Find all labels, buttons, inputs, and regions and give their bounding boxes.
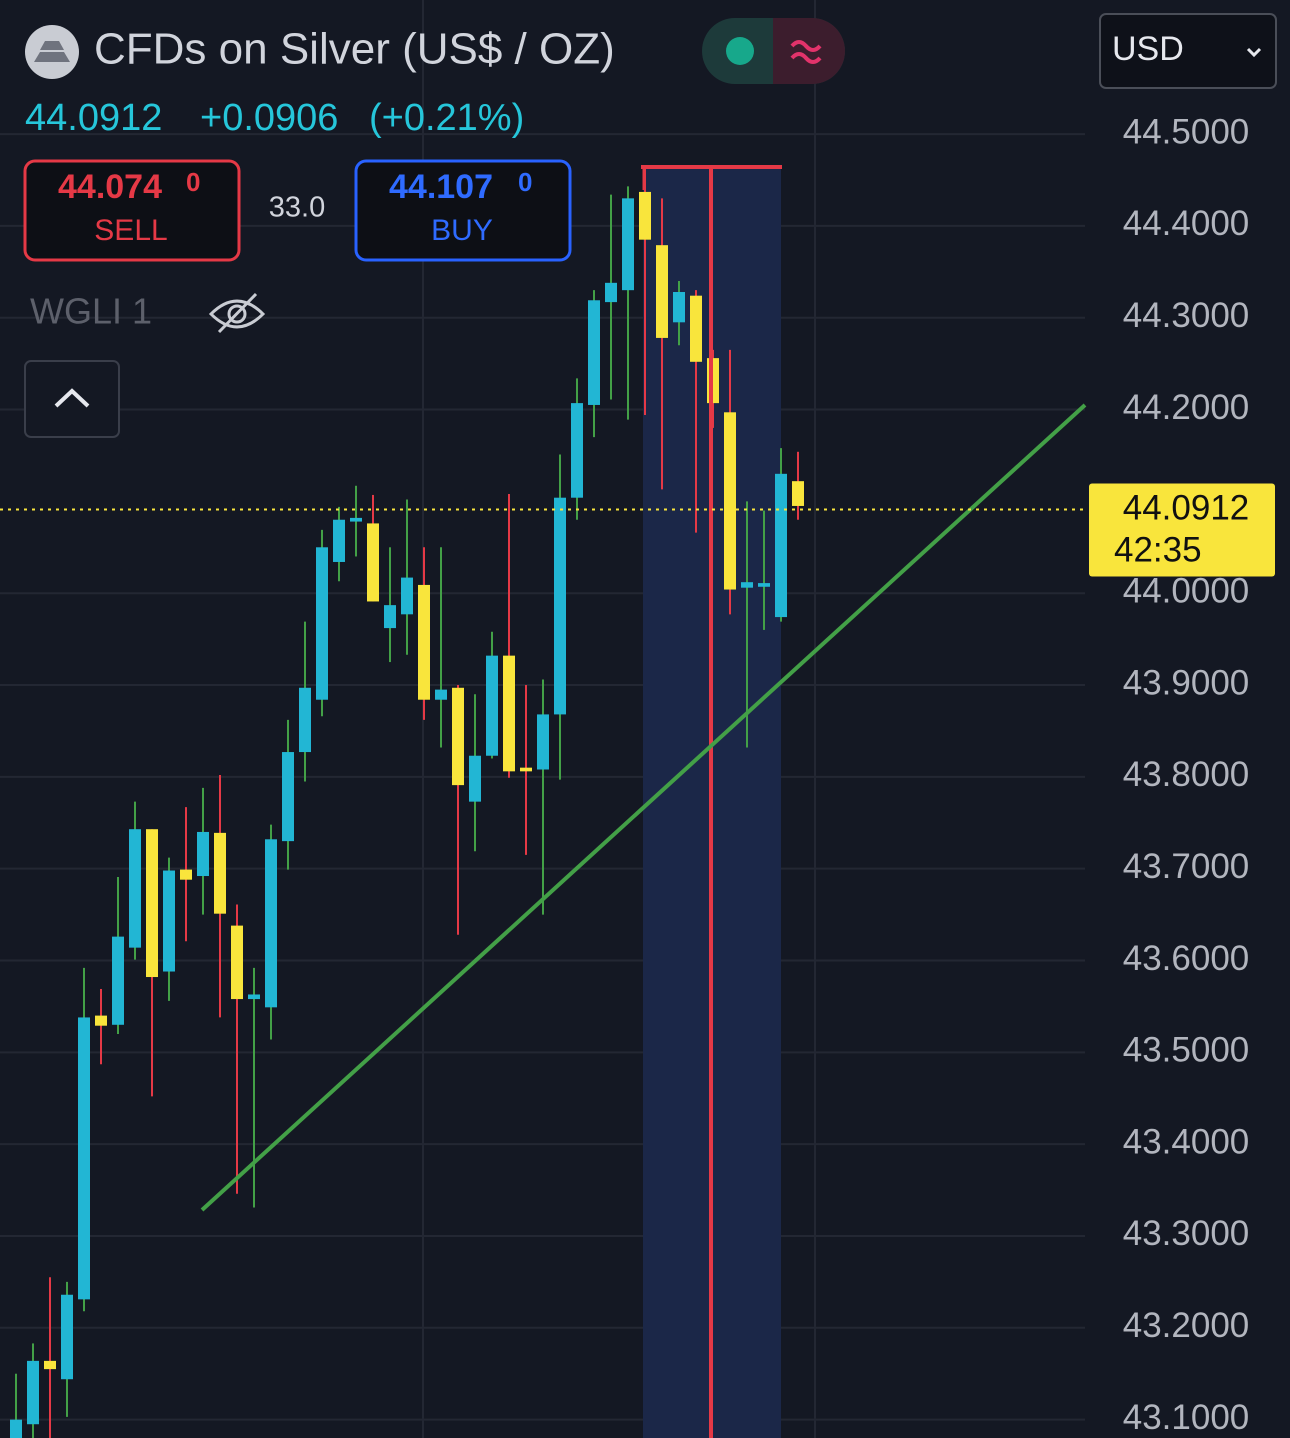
candle-body [690,295,702,362]
change: +0.0906 [200,97,338,139]
currency-label: USD [1112,30,1184,68]
candle-body [299,687,311,753]
candle-body [27,1360,39,1425]
symbol-title: CFDs on Silver (US$ / OZ) [94,25,615,74]
hide-icon[interactable] [208,292,266,334]
chevron [1246,47,1262,58]
candle-body [129,829,141,948]
candle-body [792,481,804,506]
candle-body [503,655,515,772]
y-tick-label: 44.0000 [1123,571,1250,610]
y-tick-label: 43.2000 [1123,1306,1250,1345]
y-tick-label: 43.6000 [1123,939,1250,978]
y-tick-label: 43.4000 [1123,1122,1250,1161]
candle-body [452,687,464,786]
candle-body [469,755,481,802]
sell-price: 44.074 [58,168,162,206]
data-icon [790,40,822,64]
candle-body [639,191,651,240]
y-tick-label: 43.1000 [1123,1398,1250,1437]
last-price-label: 44.0912 [1123,489,1250,528]
candle-body [486,655,498,756]
candle-body [78,1017,90,1300]
candle-body [333,519,345,562]
change-pct: (+0.21%) [369,97,524,139]
candle-body [622,198,634,291]
y-tick-label: 44.3000 [1123,296,1250,335]
buy-price: 44.107 [389,168,493,206]
currency-select[interactable] [1099,13,1277,89]
candle-body [435,689,447,700]
y-tick-label: 43.7000 [1123,847,1250,886]
candle-body [401,577,413,615]
candle-body [758,583,770,587]
candle-body [367,523,379,602]
candle-body [418,584,430,700]
candle-body [724,412,736,590]
y-tick-label: 43.3000 [1123,1214,1250,1253]
market-open-dot [726,37,754,65]
candle-body [520,767,532,772]
candle-body [775,473,787,618]
candle-body [231,925,243,1000]
collapse-button[interactable] [24,360,120,438]
candle-body [61,1294,73,1380]
candle-body [44,1360,56,1370]
logo-bars [34,41,70,62]
candle-body [146,829,158,978]
candle-body [350,517,362,522]
collapse-chevron [54,388,90,408]
spread: 33.0 [269,192,325,224]
candle-body [656,245,668,338]
candle-body [588,300,600,405]
last-price-badge [1089,483,1275,577]
indicator-label: WGLI 1 [30,291,152,332]
price-axis: 44.5000 44.4000 44.3000 44.2000 44.0000 43.90… [1123,112,1250,1437]
candle-body [265,839,277,1008]
candle-body [316,547,328,700]
candle-body [282,752,294,842]
candle-body [605,282,617,303]
candle-body [112,936,124,1025]
buy-button[interactable] [354,159,572,262]
buy-pip: 0 [518,167,532,197]
countdown: 42:35 [1114,531,1202,570]
sell-label: SELL [94,214,167,247]
candle-body [673,292,685,323]
y-tick-label: 44.5000 [1123,112,1250,151]
trend-line [200,403,1087,1212]
candle-body [95,1015,107,1026]
candle-body [384,605,396,629]
candle-body [554,497,566,715]
candle-body [214,832,226,914]
candle-body [741,582,753,588]
y-tick-label: 44.2000 [1123,388,1250,427]
buy-label: BUY [431,214,493,247]
y-tick-label: 44.4000 [1123,204,1250,243]
candle-body [197,831,209,877]
sell-button[interactable] [23,159,241,262]
candle-body [248,994,260,1000]
candle-body [10,1419,22,1438]
candle-body [571,403,583,498]
candle-body [537,714,549,770]
last-price: 44.0912 [25,97,162,139]
candle-body [163,870,175,972]
sell-pip: 0 [186,167,200,197]
y-tick-label: 43.5000 [1123,1031,1250,1070]
y-tick-label: 43.9000 [1123,663,1250,702]
y-tick-label: 43.8000 [1123,755,1250,794]
candle-body [180,869,192,880]
